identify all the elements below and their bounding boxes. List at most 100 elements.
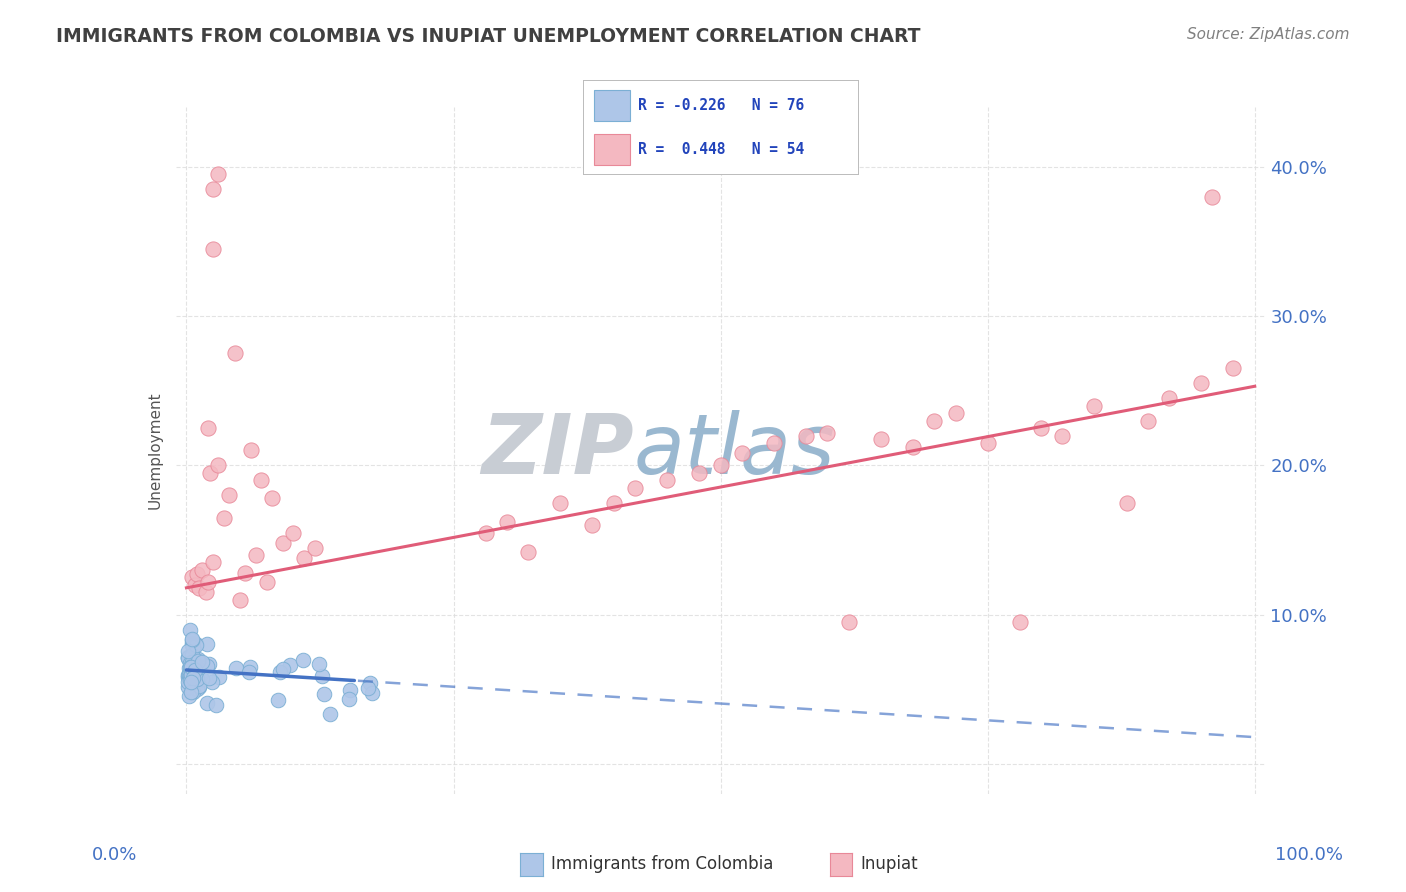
Point — [794, 428, 817, 442]
Point — [181, 665, 204, 679]
Point — [205, 698, 228, 712]
Point — [762, 436, 785, 450]
Point — [256, 574, 278, 589]
Point — [181, 653, 204, 667]
Y-axis label: Unemployment: Unemployment — [148, 392, 163, 509]
Point — [176, 668, 198, 682]
Point — [195, 658, 218, 673]
Point — [176, 649, 198, 664]
Point — [1222, 361, 1244, 376]
Bar — [595, 89, 630, 120]
Point — [181, 671, 204, 685]
Text: Immigrants from Colombia: Immigrants from Colombia — [551, 855, 773, 873]
Point — [359, 676, 381, 690]
Point — [731, 446, 754, 460]
Point — [190, 655, 212, 669]
Point — [229, 592, 252, 607]
Point — [197, 574, 219, 589]
Point — [176, 680, 198, 694]
Point — [177, 651, 200, 665]
Point — [181, 638, 204, 652]
Point — [1201, 189, 1223, 203]
Point — [187, 654, 209, 668]
Point — [1159, 391, 1181, 405]
Text: Source: ZipAtlas.com: Source: ZipAtlas.com — [1187, 27, 1350, 42]
Point — [197, 421, 219, 435]
Point — [186, 637, 208, 651]
Point — [180, 570, 202, 584]
Point — [180, 660, 202, 674]
Point — [186, 682, 208, 697]
Point — [1189, 376, 1212, 391]
Point — [1029, 421, 1052, 435]
Point — [180, 632, 202, 647]
Point — [238, 665, 260, 680]
Text: R =  0.448   N = 54: R = 0.448 N = 54 — [638, 142, 804, 157]
Point — [945, 406, 967, 420]
Point — [181, 648, 204, 662]
Point — [177, 661, 200, 675]
Point — [195, 696, 218, 710]
Point — [308, 657, 330, 672]
Point — [1115, 496, 1137, 510]
Point — [311, 669, 333, 683]
Point — [186, 672, 208, 686]
Point — [292, 551, 315, 566]
Point — [208, 670, 231, 684]
Point — [337, 692, 360, 706]
Point — [180, 685, 202, 699]
Point — [184, 664, 207, 678]
Point — [238, 660, 260, 674]
Point — [184, 578, 207, 592]
Point — [179, 657, 201, 671]
Point — [224, 346, 246, 360]
Point — [710, 458, 733, 473]
Point — [1052, 428, 1074, 442]
Point — [314, 687, 336, 701]
Point — [218, 488, 240, 502]
Point — [517, 545, 540, 559]
Point — [183, 657, 205, 671]
Point — [181, 636, 204, 650]
Point — [177, 644, 200, 658]
Point — [838, 615, 860, 630]
Point — [260, 491, 283, 506]
Point — [271, 536, 294, 550]
Text: 100.0%: 100.0% — [1275, 846, 1343, 863]
Point — [901, 441, 924, 455]
Point — [267, 692, 290, 706]
Point — [304, 541, 326, 555]
Point — [339, 682, 361, 697]
Point — [250, 473, 273, 487]
Point — [1083, 399, 1105, 413]
Point — [180, 657, 202, 672]
Point — [180, 674, 202, 689]
Text: 0.0%: 0.0% — [91, 846, 136, 863]
Point — [179, 689, 201, 703]
Point — [283, 525, 305, 540]
Point — [187, 651, 209, 665]
Point — [181, 640, 204, 654]
Point — [188, 680, 211, 694]
Point — [581, 518, 603, 533]
Point — [202, 182, 225, 196]
Point — [186, 567, 208, 582]
Point — [202, 242, 225, 256]
Point — [496, 515, 519, 529]
Point — [179, 666, 201, 681]
Point — [184, 663, 207, 677]
Bar — [595, 134, 630, 164]
Point — [198, 671, 221, 685]
Point — [201, 675, 224, 690]
Point — [269, 665, 291, 679]
Point — [180, 668, 202, 682]
Point — [198, 466, 221, 480]
Text: R = -0.226   N = 76: R = -0.226 N = 76 — [638, 98, 804, 113]
Text: Inupiat: Inupiat — [860, 855, 918, 873]
Point — [357, 681, 380, 695]
Point — [1136, 414, 1159, 428]
Point — [624, 481, 647, 495]
Point — [922, 414, 945, 428]
Point — [278, 658, 301, 673]
Text: atlas: atlas — [633, 410, 835, 491]
